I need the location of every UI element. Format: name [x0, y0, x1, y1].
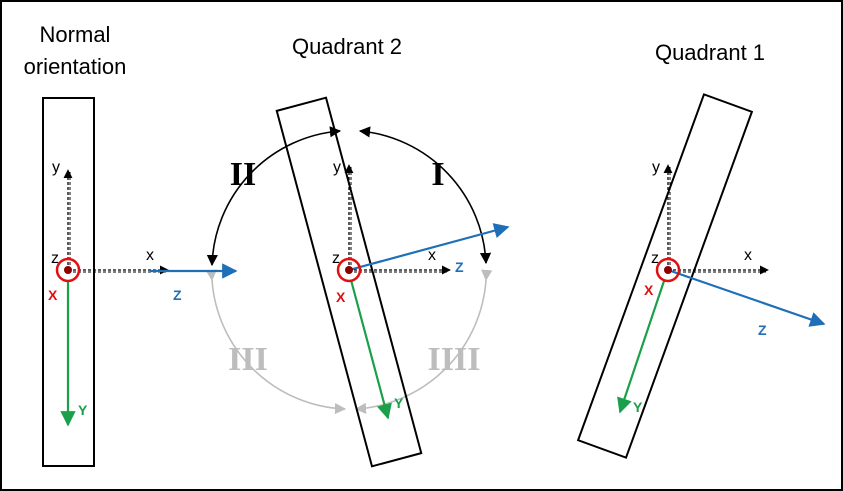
lab-y-label: y — [333, 159, 341, 176]
origin-dot — [664, 266, 672, 274]
body-x-label: X — [336, 289, 346, 305]
lab-z-label: z — [332, 250, 340, 267]
title-quadrant-2: Quadrant 2 — [292, 34, 402, 59]
title-quadrant-1: Quadrant 1 — [655, 40, 765, 65]
label-rotation-2: II — [230, 156, 256, 193]
lab-z-label: z — [51, 250, 59, 267]
lab-z-label: z — [651, 250, 659, 267]
lab-frame — [344, 164, 451, 275]
lab-x-label: x — [146, 247, 154, 264]
lab-y-label: y — [652, 159, 660, 176]
panel-normal: y x z X Y Z — [42, 97, 238, 467]
body-z-label: Z — [758, 322, 767, 338]
body-x-marker — [655, 257, 681, 283]
body-z-label: Z — [455, 259, 464, 275]
title-normal-line2: orientation — [24, 54, 127, 79]
panel-quadrant-2: y x z X Y Z — [275, 96, 510, 468]
body-x-marker — [336, 257, 362, 283]
body-z-axis — [348, 223, 510, 272]
arc-rotation-2 — [206, 126, 342, 267]
lab-frame — [63, 169, 169, 275]
title-normal-line1: Normal — [40, 22, 111, 47]
body-x-label: X — [48, 287, 58, 303]
sensor-board — [42, 97, 95, 467]
lab-x-label: x — [744, 247, 752, 264]
lab-frame — [663, 164, 769, 275]
body-y-axis — [349, 279, 392, 420]
panel-quadrant-1: y x z X Y Z — [576, 93, 826, 459]
label-rotation-3: III — [228, 341, 268, 378]
body-x-marker — [55, 257, 81, 283]
arc-rotation-1 — [358, 126, 492, 265]
body-y-label: Y — [78, 402, 88, 418]
origin-dot — [345, 266, 353, 274]
body-x-label: X — [644, 282, 654, 298]
arc-rotation-3 — [205, 269, 347, 415]
body-z-label: Z — [173, 287, 182, 303]
body-y-label: Y — [633, 399, 643, 415]
lab-y-label: y — [52, 159, 60, 176]
body-z-axis — [667, 268, 826, 327]
origin-dot — [64, 266, 72, 274]
sensor-board — [275, 96, 423, 468]
label-rotation-1: I — [431, 156, 444, 193]
lab-x-label: x — [428, 247, 436, 264]
body-y-axis — [617, 280, 666, 414]
body-y-label: Y — [394, 395, 404, 411]
label-rotation-4: IIII — [428, 341, 481, 378]
sensor-board — [576, 93, 754, 459]
